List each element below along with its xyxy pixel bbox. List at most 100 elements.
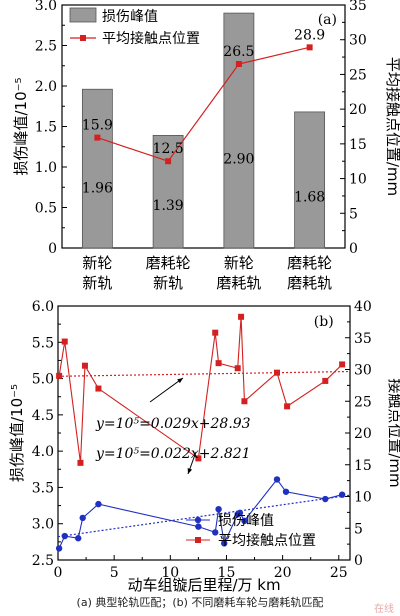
- ytick-label-left-b: 5.0: [32, 372, 54, 388]
- y-axis-label-left-a: 损伤峰值/10⁻⁵: [12, 77, 30, 175]
- ytick-label-right-b: 5: [354, 521, 363, 537]
- damage-point-marker: [322, 495, 329, 503]
- bar-value-label: 1.96: [82, 181, 113, 197]
- contact-point-marker: [212, 329, 219, 336]
- xtick-label-b: 0: [54, 565, 63, 581]
- damage-point-marker: [338, 491, 346, 498]
- ytick-label-right-b: 15: [354, 458, 372, 474]
- ytick-label-right-b: 25: [354, 394, 372, 410]
- ytick-label-right-a: 35: [349, 0, 367, 14]
- ytick-label-left-a: 2.5: [35, 39, 57, 55]
- line-point-marker: [94, 134, 101, 141]
- annotation-arrow-contact-head: [177, 378, 183, 384]
- fit-line-damage: [57, 494, 351, 538]
- ytick-label-right-a: 25: [349, 67, 367, 83]
- damage-point-marker: [215, 506, 222, 513]
- line-value-label: 26.5: [223, 44, 254, 60]
- ytick-label-left-b: 6.0: [32, 299, 54, 315]
- legend-swatch-marker-a: [80, 35, 86, 41]
- ytick-label-left-b: 4.0: [32, 444, 54, 460]
- annotation-arrow-contact: [149, 377, 184, 403]
- category-label: 磨耗轨: [216, 274, 261, 292]
- y-axis-label-right-b: 接触点位置/mm: [386, 378, 400, 487]
- fit-line-contact: [57, 370, 351, 377]
- ytick-label-right-b: 40: [354, 299, 372, 315]
- ytick-label-left-a: 1.5: [35, 120, 57, 136]
- ytick-label-left-a: 1.0: [35, 160, 57, 176]
- damage-point-marker: [221, 540, 228, 547]
- series-line-damage-b: [58, 478, 343, 549]
- damage-point-marker: [75, 535, 82, 542]
- chart-canvas: 0 0.5 1.0 1.5 2.0 2.5 3.0 0 5 10 15 20 25 30 35 损伤峰值/10…: [8, 0, 400, 594]
- contact-point-marker: [195, 455, 202, 462]
- xtick-label-b: 20: [274, 565, 292, 581]
- contact-point-marker: [322, 377, 329, 384]
- ytick-label-right-b: 35: [354, 331, 372, 347]
- line-point-marker: [165, 158, 172, 165]
- category-label: 新轨: [82, 274, 112, 292]
- ytick-label-right-b: 30: [354, 363, 372, 379]
- ytick-label-left-b: 5.5: [32, 335, 54, 351]
- legend-swatch-marker-damage-b: [194, 516, 202, 524]
- ytick-label-right-a: 20: [349, 102, 367, 118]
- line-point-marker: [306, 44, 313, 51]
- xtick-label-b: 5: [110, 565, 119, 581]
- ytick-label-left-a: 3.0: [35, 0, 57, 14]
- ytick-label-right-b: 10: [354, 490, 372, 506]
- bar-value-label: 1.68: [294, 189, 325, 205]
- contact-point-marker: [234, 365, 241, 372]
- category-label: 新轮: [82, 254, 112, 272]
- ytick-label-left-a: 2.0: [35, 79, 57, 95]
- ytick-label-right-a: 5: [349, 206, 358, 222]
- contact-point-marker: [77, 459, 84, 466]
- bar: [294, 111, 326, 249]
- xtick-label-b: 25: [330, 565, 348, 581]
- contact-point-marker: [339, 361, 346, 368]
- category-label: 磨耗轮: [287, 254, 332, 272]
- bar: [223, 12, 255, 249]
- damage-point-marker: [95, 500, 102, 508]
- ytick-label-right-a: 30: [349, 33, 367, 49]
- contact-point-marker: [238, 313, 245, 320]
- fit-equation-contact: y=10⁵=0.029x+28.93: [95, 416, 251, 432]
- ytick-label-right-a: 15: [349, 137, 367, 153]
- line-value-label: 28.9: [294, 27, 325, 43]
- series-line-contact-a: [97, 46, 310, 162]
- ytick-label-left-b: 3.5: [32, 480, 54, 496]
- ytick-label-left-a: 0: [48, 241, 57, 257]
- ytick-label-left-a: 0.5: [35, 201, 57, 217]
- legend-swatch-bar-a: [69, 7, 97, 23]
- panel-label-a: (a): [318, 12, 337, 28]
- y-axis-label-left-b: 损伤峰值/10⁻⁵: [8, 384, 26, 482]
- contact-point-marker: [56, 372, 63, 379]
- legend-label-bar-a: 损伤峰值: [102, 9, 158, 25]
- damage-point-marker: [273, 476, 281, 483]
- damage-point-marker: [282, 488, 290, 495]
- category-label: 新轮: [224, 254, 254, 272]
- series-line-contact-b: [58, 316, 343, 463]
- contact-point-marker: [95, 385, 102, 392]
- bar: [81, 88, 113, 249]
- panel-label-b: (b): [314, 314, 334, 330]
- damage-point-marker: [79, 514, 86, 522]
- contact-point-marker: [215, 360, 222, 367]
- xtick-label-b: 10: [161, 565, 179, 581]
- watermark: 在线: [374, 604, 394, 615]
- plot-frame-b: [57, 305, 351, 561]
- line-value-label: 15.9: [82, 118, 113, 134]
- bar: [152, 135, 184, 249]
- ytick-label-right-a: 10: [349, 172, 367, 188]
- line-value-label: 12.5: [153, 141, 184, 157]
- legend-label-contact-b: 平均接触点位置: [218, 532, 316, 549]
- legend-label-damage-b: 损伤峰值: [218, 513, 274, 529]
- ytick-label-left-b: 2.5: [32, 553, 54, 569]
- ytick-label-right-b: 20: [354, 426, 372, 442]
- category-label: 磨耗轮: [146, 254, 191, 272]
- bar-value-label: 2.90: [223, 152, 254, 168]
- ytick-label-left-b: 3.0: [32, 517, 54, 533]
- contact-point-marker: [61, 338, 68, 345]
- contact-point-marker: [241, 398, 248, 405]
- bar-value-label: 1.39: [153, 198, 184, 214]
- annotation-arrow-damage-head: [187, 468, 193, 474]
